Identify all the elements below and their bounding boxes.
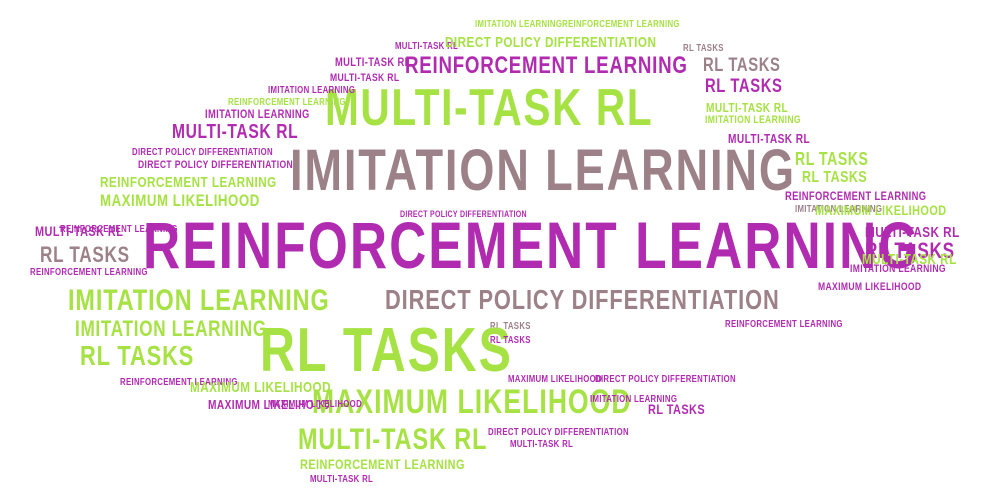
cloud-word: RL TASKS [40, 242, 130, 267]
cloud-word: MAXIMUM LIKELIHOOD [815, 202, 947, 218]
cloud-word: IMITATION LEARNING [475, 19, 563, 30]
cloud-word: RL TASKS [80, 340, 195, 371]
cloud-word: RL TASKS [490, 321, 531, 332]
cloud-word: MULTI-TASK RL [325, 79, 654, 137]
cloud-word: IMITATION LEARNING [850, 263, 946, 275]
cloud-word: MULTI-TASK RL [35, 223, 124, 239]
cloud-word: IMITATION LEARNING [205, 107, 310, 121]
cloud-word: MULTI-TASK RL [330, 72, 400, 84]
cloud-word: RL TASKS [705, 76, 783, 97]
cloud-word: IMITATION LEARNING [268, 85, 356, 96]
cloud-word: MULTI-TASK RL [728, 131, 811, 146]
cloud-word: RL TASKS [865, 238, 955, 263]
cloud-word: MULTI-TASK RL [172, 121, 299, 143]
cloud-word: REINFORCEMENT LEARNING [405, 52, 688, 79]
cloud-word: IMITATION LEARNING [705, 114, 801, 126]
cloud-word: MULTI-TASK RL [865, 224, 960, 241]
cloud-word: RL TASKS [648, 401, 706, 417]
cloud-word: IMITATION LEARNING [290, 138, 796, 203]
cloud-word: DIRECT POLICY DIFFERENTIATION [595, 374, 736, 385]
cloud-word: MAXIMUM LIKELIHOOD [208, 397, 331, 412]
cloud-word: MULTI-TASK RL [395, 41, 459, 52]
cloud-word: REINFORCEMENT LEARNING [785, 189, 927, 203]
cloud-word: DIRECT POLICY DIFFERENTIATION [488, 427, 629, 438]
cloud-word: REINFORCEMENT LEARNING [100, 174, 277, 191]
cloud-word: REINFORCEMENT LEARNING [143, 208, 921, 282]
cloud-word: REINFORCEMENT LEARNING [30, 267, 148, 278]
cloud-word: DIRECT POLICY DIFFERENTIATION [132, 147, 273, 158]
cloud-word: MAXIMUM LIKELIHOOD [268, 399, 363, 410]
cloud-word: MULTI-TASK RL [310, 474, 374, 485]
cloud-word: MAXIMUM LIKELIHOOD [312, 383, 632, 421]
cloud-word: MULTI-TASK RL [335, 55, 411, 69]
cloud-word: REINFORCEMENT LEARNING [725, 319, 843, 330]
cloud-word: REINFORCEMENT LEARNING [228, 97, 346, 108]
cloud-word: DIRECT POLICY DIFFERENTIATION [400, 209, 527, 219]
cloud-word: RL TASKS [703, 55, 781, 76]
cloud-word: MULTI-TASK RL [706, 100, 789, 115]
cloud-word: DIRECT POLICY DIFFERENTIATION [385, 284, 780, 315]
cloud-word: RL TASKS [260, 316, 513, 385]
cloud-word: IMITATION LEARNING [68, 284, 330, 317]
cloud-word: MULTI-TASK RL [510, 439, 574, 450]
cloud-word: IMITATION LEARNING [590, 394, 678, 405]
cloud-word: RL TASKS [802, 169, 868, 186]
cloud-word: MAXIMUM LIKELIHOOD [190, 379, 332, 396]
cloud-word: MAXIMUM LIKELIHOOD [100, 191, 260, 210]
cloud-word: REINFORCEMENT LEARNING [120, 377, 238, 388]
cloud-word: MAXIMUM LIKELIHOOD [818, 281, 922, 293]
cloud-word: RL TASKS [683, 43, 724, 54]
cloud-word: MULTI-TASK RL [862, 251, 957, 268]
cloud-word: REINFORCEMENT LEARNING [300, 456, 465, 472]
cloud-word: IMITATION LEARNING [795, 204, 883, 215]
cloud-word: MULTI-TASK RL [298, 423, 488, 456]
cloud-word: IMITATION LEARNING [75, 316, 267, 341]
cloud-word: DIRECT POLICY DIFFERENTIATION [445, 34, 657, 51]
cloud-word: RL TASKS [490, 335, 531, 346]
cloud-word: DIRECT POLICY DIFFERENTIATION [138, 159, 294, 171]
cloud-word: RL TASKS [795, 149, 869, 169]
cloud-word: MAXIMUM LIKELIHOOD [508, 374, 603, 385]
cloud-word: REINFORCEMENT LEARNING [60, 224, 178, 235]
cloud-word: REINFORCEMENT LEARNING [562, 19, 680, 30]
